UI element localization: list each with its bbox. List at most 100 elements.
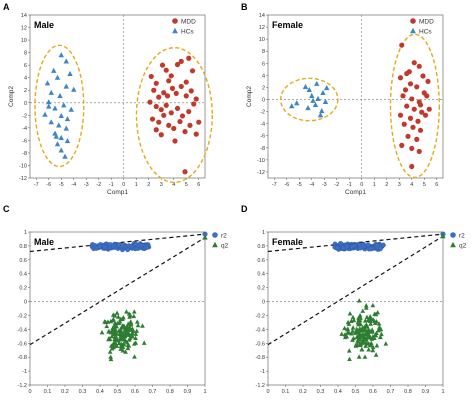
data-point-mdd: [189, 68, 196, 74]
data-point-q2: [359, 347, 365, 352]
group-title-C: Male: [34, 237, 54, 247]
data-point-q2: [133, 335, 138, 341]
data-point-mdd: [148, 73, 154, 80]
x-tick-label: 0: [28, 389, 31, 395]
data-point-q2: [365, 317, 371, 323]
data-point-mdd: [420, 73, 426, 79]
data-point-q2: [354, 334, 360, 340]
x-tick-label: 0.4: [334, 389, 342, 395]
data-point-q2: [363, 305, 369, 310]
legend-marker-mdd: [410, 18, 416, 24]
confidence-ellipse-hcs: [279, 77, 339, 122]
legend-marker-r2: [212, 232, 218, 238]
data-point-mdd: [153, 103, 159, 110]
legend-label-mdd: MDD: [419, 18, 434, 25]
data-point-hcs: [319, 107, 325, 114]
data-point-mdd: [422, 112, 429, 118]
data-point-q2: [374, 343, 380, 348]
x-tick-label: 1: [373, 182, 376, 188]
y-tick-label: 0.4: [257, 272, 265, 278]
y-tick-label: 0.8: [19, 244, 27, 250]
x-tick-label: 0.7: [149, 389, 157, 395]
y-tick-label: 2: [262, 85, 265, 91]
data-point-q2: [370, 329, 375, 334]
data-point-q2: [364, 324, 370, 329]
data-point-mdd: [171, 125, 177, 132]
data-point-r2: [344, 244, 350, 250]
data-point-hcs: [44, 80, 51, 86]
legend-marker-hcs: [172, 27, 178, 34]
y-tick-label: -1: [260, 369, 265, 375]
data-point-q2: [114, 310, 120, 315]
data-point-mdd: [419, 109, 425, 115]
group-title-D: Female: [272, 237, 303, 247]
x-tick-label: -1: [109, 182, 114, 188]
data-point-hcs: [310, 97, 316, 103]
legend-label-q2: q2: [459, 242, 467, 249]
data-point-mdd: [179, 113, 186, 119]
data-point-mdd: [183, 93, 189, 99]
legend-label-mdd: MDD: [181, 18, 196, 25]
x-tick-label: 0.5: [114, 389, 122, 395]
legend-label-r2: r2: [459, 232, 465, 239]
legend-label-r2: r2: [221, 232, 227, 239]
data-point-hcs: [309, 92, 315, 98]
y-tick-label: 0: [24, 300, 27, 306]
data-point-mdd: [399, 142, 405, 148]
x-axis-label: Comp1: [107, 189, 128, 196]
group-title-B: Female: [272, 20, 303, 30]
x-tick-label: 3: [160, 182, 163, 188]
y-tick-label: 14: [21, 13, 27, 19]
data-point-hcs: [314, 80, 320, 86]
data-point-q2: [111, 344, 116, 350]
y-tick-label: 8: [24, 51, 27, 57]
plot-frame-B: [267, 14, 444, 179]
data-point-mdd: [168, 110, 174, 116]
data-point-q2: [126, 311, 132, 316]
x-tick-label: 4: [172, 182, 175, 188]
endpoint-marker-q2: [440, 233, 446, 239]
data-point-q2: [131, 313, 137, 319]
data-point-mdd: [166, 78, 172, 84]
y-tick-label: 6: [262, 61, 265, 67]
y-tick-label: 0.6: [19, 258, 27, 264]
data-point-q2: [106, 329, 111, 334]
legend-marker-hcs: [410, 27, 416, 34]
data-point-mdd: [414, 136, 420, 142]
x-tick-label: 0.3: [317, 389, 325, 395]
data-point-q2: [120, 344, 126, 349]
data-point-mdd: [183, 79, 189, 85]
panel-label-D: D: [241, 204, 248, 214]
x-tick-label: -2: [334, 182, 339, 188]
data-point-mdd: [411, 106, 417, 112]
data-point-mdd: [414, 84, 420, 90]
y-tick-label: 14: [259, 13, 265, 19]
y-tick-label: 0.6: [257, 258, 265, 264]
y-tick-label: 12: [21, 26, 27, 32]
data-point-hcs: [63, 58, 69, 64]
x-tick-label: 1: [203, 389, 206, 395]
y-tick-label: 10: [21, 38, 27, 44]
data-point-q2: [362, 354, 368, 359]
data-point-hcs: [294, 100, 300, 106]
data-point-hcs: [71, 86, 77, 92]
data-point-mdd: [196, 119, 202, 125]
group-title-A: Male: [34, 20, 54, 30]
data-point-mdd: [161, 90, 167, 96]
y-tick-label: -12: [19, 176, 27, 182]
data-point-hcs: [317, 112, 324, 118]
data-point-mdd: [405, 133, 411, 139]
data-point-hcs: [46, 103, 52, 109]
y-tick-label: 1: [24, 230, 27, 236]
data-point-q2: [114, 336, 119, 342]
data-point-q2: [358, 315, 363, 320]
y-tick-label: -2: [22, 113, 27, 119]
data-point-q2: [140, 323, 145, 328]
data-point-q2: [358, 321, 363, 327]
q2-regression-line: [29, 237, 206, 346]
data-point-mdd: [193, 131, 199, 137]
data-point-q2: [372, 311, 377, 316]
x-tick-label: 6: [435, 182, 438, 188]
data-point-hcs: [64, 138, 71, 144]
x-tick-label: -6: [46, 182, 51, 188]
